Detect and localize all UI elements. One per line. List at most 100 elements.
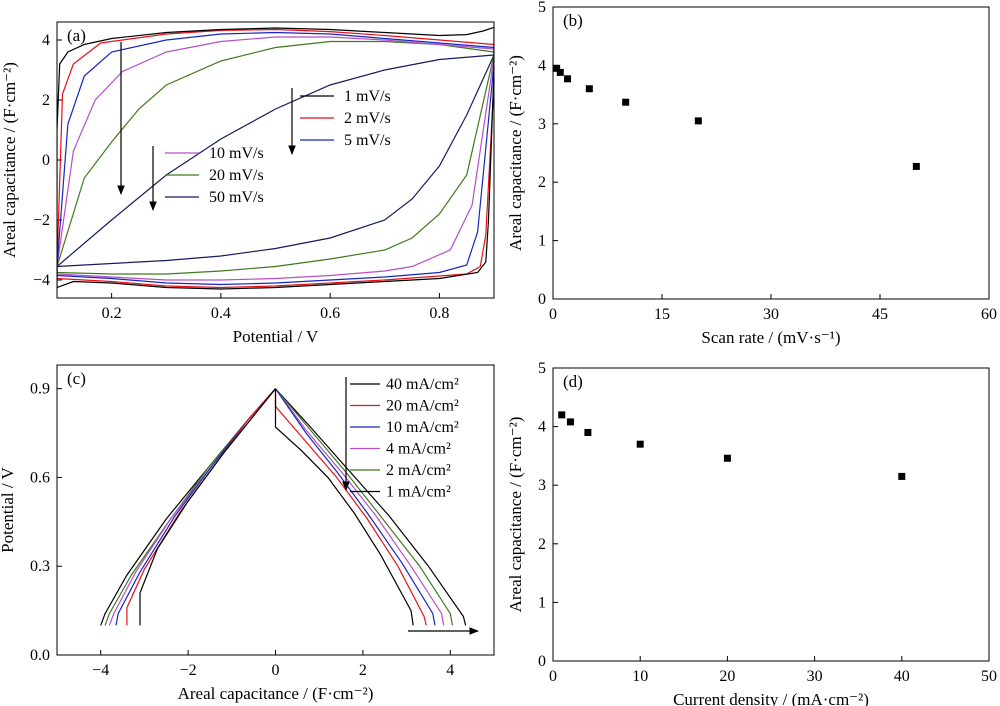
x-tick-label: 0 <box>272 662 280 679</box>
data-point <box>553 64 561 72</box>
cv-curve <box>57 36 494 281</box>
data-point <box>636 440 644 448</box>
y-tick-label: 0 <box>42 152 50 169</box>
y-tick-label: 0.9 <box>30 381 50 398</box>
y-axis-label: Areal capacitance / (F·cm⁻²) <box>506 55 525 251</box>
discharge-curve <box>275 388 454 626</box>
y-tick-label: 0 <box>538 653 546 670</box>
cv-curve <box>57 28 494 289</box>
x-tick-label: 20 <box>719 668 735 685</box>
data-point <box>622 98 630 106</box>
x-tick-label: −2 <box>180 662 197 679</box>
legend-label: 2 mV/s <box>344 110 391 127</box>
y-tick-label: 4 <box>42 32 50 49</box>
y-tick-label: 5 <box>538 360 546 377</box>
panel-label: (b) <box>563 11 583 30</box>
data-point <box>723 454 731 462</box>
x-tick-label: 0.6 <box>320 305 340 322</box>
x-tick-label: 2 <box>359 662 367 679</box>
panel-c: −4 −2 0 2 4 0.0 0.3 0.6 0.9 Areal capacitance / (… <box>0 364 495 703</box>
data-point <box>694 117 702 125</box>
y-tick-label: 1 <box>538 594 546 611</box>
panel-label: (d) <box>563 372 583 391</box>
series-group <box>57 26 494 290</box>
y-axis-label: Areal capacitance / (F·cm⁻²) <box>506 417 525 613</box>
legend-label: 4 mA/cm² <box>386 441 451 458</box>
x-tick-label: 50 <box>981 668 997 685</box>
data-point <box>566 418 574 426</box>
cv-curve <box>57 31 494 286</box>
legend-label: 10 mV/s <box>209 145 264 162</box>
legend-label: 10 mA/cm² <box>386 419 459 436</box>
x-axis-label: Scan rate / (mV·s⁻¹) <box>701 328 840 347</box>
data-point <box>556 68 564 76</box>
y-tick-label: 0.6 <box>30 469 50 486</box>
x-tick-label: 40 <box>894 668 910 685</box>
discharge-curve <box>275 388 467 626</box>
legend-label: 20 mV/s <box>209 167 264 184</box>
charge-curve <box>126 388 276 626</box>
y-tick-label: 2 <box>538 536 546 553</box>
discharge-curve <box>274 388 414 626</box>
data-point <box>898 472 906 480</box>
x-tick-label: 4 <box>446 662 454 679</box>
x-axis-label: Current density / (mA·cm⁻²) <box>673 690 869 706</box>
x-tick-label: 0.4 <box>211 305 231 322</box>
y-tick-label: 4 <box>538 419 546 436</box>
x-tick-label: 0.8 <box>429 305 449 322</box>
y-tick-label: 0.3 <box>30 558 50 575</box>
legend-label: 1 mV/s <box>344 88 391 105</box>
x-tick-label: −4 <box>92 662 109 679</box>
y-tick-label: 1 <box>538 233 546 250</box>
x-tick-label: 0 <box>549 668 557 685</box>
discharge-curve <box>274 388 427 626</box>
x-axis-label: Areal capacitance / (F·cm⁻²) <box>178 684 374 703</box>
panel-d: 0 10 20 30 40 50 0 1 2 3 4 5 Current density / (mA·c… <box>506 360 997 706</box>
charge-curve <box>108 388 276 626</box>
charge-curve <box>115 388 276 626</box>
x-tick-label: 0 <box>549 306 557 323</box>
data-point <box>564 75 572 83</box>
plot-frame <box>552 6 990 300</box>
y-tick-label: 2 <box>538 174 546 191</box>
legend-label: 40 mA/cm² <box>386 376 459 393</box>
data-point <box>584 428 592 436</box>
y-tick-label: −2 <box>33 212 50 229</box>
x-tick-label: 15 <box>654 306 670 323</box>
x-tick-label: 60 <box>981 306 997 323</box>
cv-curve <box>57 26 494 290</box>
legend-label: 50 mV/s <box>209 189 264 206</box>
data-point <box>585 85 593 93</box>
y-tick-label: 0.0 <box>30 647 50 664</box>
cv-curve <box>57 54 494 268</box>
plot-frame <box>552 367 990 662</box>
discharge-curve <box>275 388 445 626</box>
legend-label: 20 mA/cm² <box>386 398 459 415</box>
y-axis-label: Areal capacitance / (F·cm⁻²) <box>0 62 19 258</box>
legend-label: 5 mV/s <box>344 132 391 149</box>
x-axis-label: Potential / V <box>233 327 319 346</box>
y-tick-label: 0 <box>538 291 546 308</box>
legend-label: 1 mA/cm² <box>386 484 451 501</box>
panel-label: (c) <box>67 369 86 388</box>
y-axis-label: Potential / V <box>0 466 17 552</box>
y-tick-label: 5 <box>538 0 546 16</box>
x-tick-label: 45 <box>872 306 888 323</box>
cv-curve <box>57 40 494 275</box>
x-tick-label: 30 <box>763 306 779 323</box>
discharge-curve <box>275 388 436 626</box>
data-point <box>912 162 920 170</box>
y-tick-label: 3 <box>538 477 546 494</box>
y-tick-label: 4 <box>538 57 546 74</box>
legend-label: 2 mA/cm² <box>386 462 451 479</box>
charge-curve <box>139 388 276 626</box>
panel-a: 0.2 0.4 0.6 0.8 −4 −2 0 2 4 Potential / V Areal ca… <box>0 21 495 346</box>
y-tick-label: −4 <box>33 272 50 289</box>
plot-frame <box>56 21 495 299</box>
x-tick-label: 0.2 <box>102 305 122 322</box>
x-tick-label: 30 <box>807 668 823 685</box>
y-tick-label: 3 <box>538 116 546 133</box>
panel-label: (a) <box>67 26 86 45</box>
